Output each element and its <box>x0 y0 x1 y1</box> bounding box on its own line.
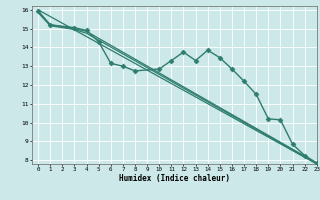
X-axis label: Humidex (Indice chaleur): Humidex (Indice chaleur) <box>119 174 230 183</box>
